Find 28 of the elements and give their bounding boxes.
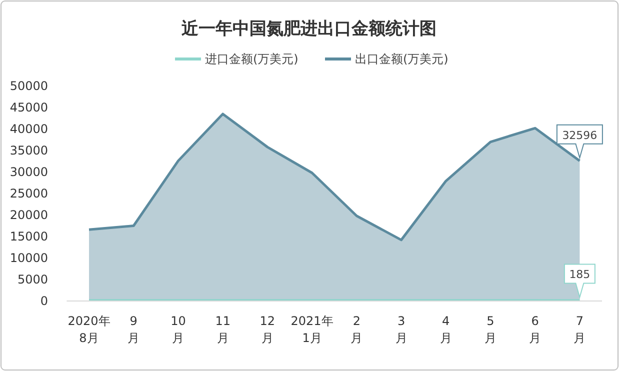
legend-label: 进口金额(万美元) bbox=[205, 52, 298, 66]
x-tick-label: 11 月 bbox=[215, 314, 230, 345]
y-tick-label: 0 bbox=[40, 294, 48, 308]
legend-label: 出口金额(万美元) bbox=[355, 52, 448, 66]
x-tick-label: 10 月 bbox=[170, 314, 186, 345]
x-tick-label: 12 月 bbox=[260, 314, 276, 345]
chart-title: 近一年中国氮肥进出口金额统计图 bbox=[180, 19, 436, 39]
y-tick-label: 10000 bbox=[10, 251, 48, 265]
x-tick-label: 6 月 bbox=[529, 314, 542, 345]
y-tick-label: 25000 bbox=[10, 186, 48, 200]
x-tick-label: 3 月 bbox=[395, 314, 408, 345]
data-label: 185 bbox=[569, 268, 590, 282]
y-tick-label: 30000 bbox=[10, 165, 48, 179]
y-tick-label: 45000 bbox=[10, 100, 48, 114]
x-tick-label: 9 月 bbox=[128, 314, 140, 345]
x-tick-label: 5 月 bbox=[484, 314, 496, 345]
y-tick-label: 50000 bbox=[10, 79, 48, 93]
data-label: 32596 bbox=[562, 128, 598, 142]
y-tick-label: 40000 bbox=[10, 122, 48, 136]
y-tick-label: 20000 bbox=[10, 208, 48, 222]
x-tick-label: 2 月 bbox=[350, 314, 363, 345]
x-tick-label: 7 月 bbox=[574, 314, 586, 345]
x-tick-label: 2020年 8月 bbox=[68, 314, 110, 345]
y-tick-label: 15000 bbox=[10, 230, 48, 244]
y-tick-label: 5000 bbox=[17, 272, 48, 286]
x-tick-label: 2021年 1月 bbox=[290, 314, 334, 345]
x-tick-label: 4 月 bbox=[440, 314, 452, 345]
y-tick-label: 35000 bbox=[10, 144, 48, 158]
